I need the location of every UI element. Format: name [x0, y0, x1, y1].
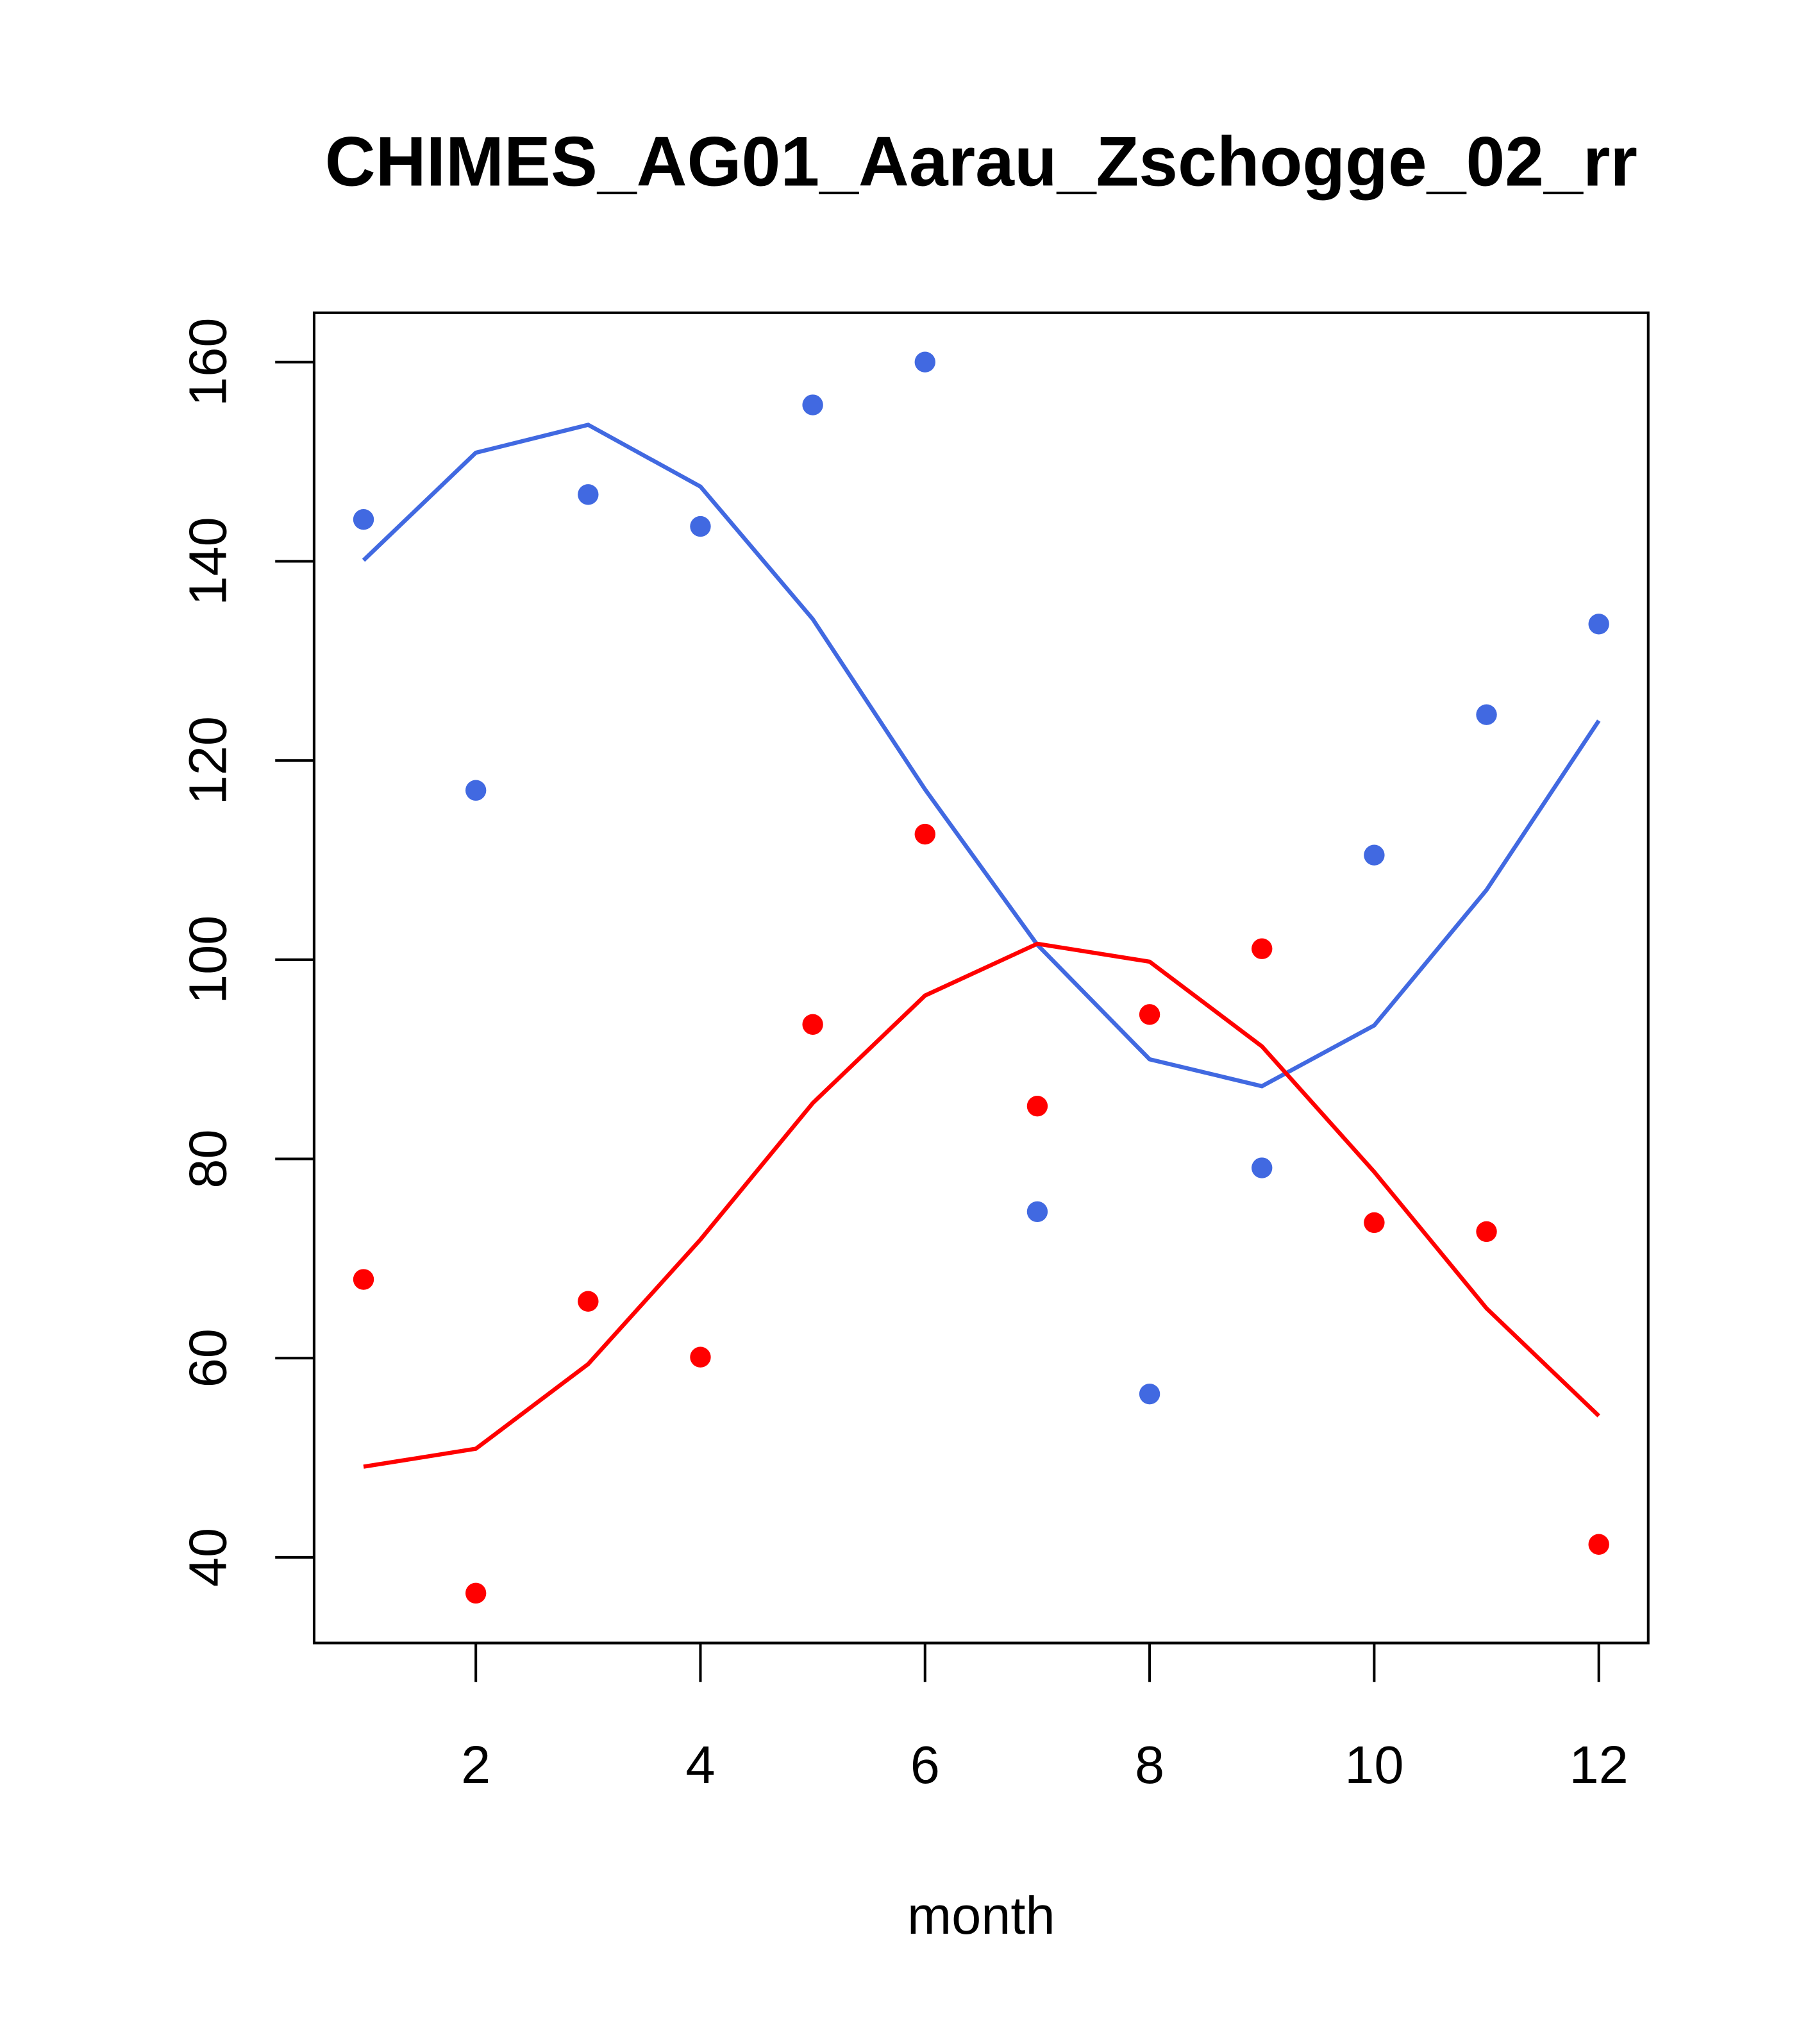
x-tick-label: 4	[685, 1735, 715, 1795]
data-point-2-6	[1026, 1096, 1048, 1117]
data-point-0-0	[353, 508, 374, 530]
data-point-0-2	[578, 484, 599, 505]
data-point-2-8	[1252, 938, 1273, 959]
y-tick-label: 160	[178, 317, 237, 406]
data-point-2-5	[914, 823, 935, 845]
chart-title: CHIMES_AG01_Aarau_Zschogge_02_rr	[325, 122, 1637, 201]
data-point-0-3	[690, 515, 711, 537]
data-point-2-11	[1588, 1534, 1609, 1555]
y-tick-label: 40	[178, 1528, 237, 1587]
plot-marks	[353, 351, 1609, 1604]
data-point-0-11	[1588, 614, 1609, 635]
data-point-0-1	[465, 780, 487, 801]
data-point-2-3	[690, 1346, 711, 1368]
series-line-1	[362, 423, 1601, 1089]
y-tick-label: 140	[178, 517, 237, 605]
data-point-2-0	[353, 1269, 374, 1290]
data-point-2-4	[802, 1014, 823, 1035]
x-axis-label: month	[907, 1886, 1055, 1945]
x-tick-label: 2	[461, 1735, 490, 1795]
data-point-0-8	[1252, 1157, 1273, 1178]
y-tick-label: 100	[178, 916, 237, 1004]
y-tick-label: 60	[178, 1328, 237, 1387]
plot-frame	[312, 311, 1650, 1645]
x-tick-label: 12	[1570, 1735, 1629, 1795]
data-point-0-7	[1139, 1383, 1160, 1405]
axes: 2 4 6 8 10 12 40 60 80 100 120 140 160	[178, 317, 1629, 1795]
data-point-2-10	[1476, 1221, 1497, 1243]
data-point-2-2	[578, 1291, 599, 1312]
x-tick-label: 6	[910, 1735, 940, 1795]
data-point-0-10	[1476, 704, 1497, 725]
series-line-3	[363, 941, 1600, 1469]
x-tick-label: 10	[1344, 1735, 1403, 1795]
data-point-2-9	[1364, 1212, 1385, 1234]
data-point-0-9	[1364, 844, 1385, 866]
x-tick-label: 8	[1135, 1735, 1164, 1795]
data-point-0-4	[802, 394, 823, 415]
data-point-0-6	[1026, 1201, 1048, 1223]
data-point-2-7	[1139, 1004, 1160, 1025]
data-point-0-5	[914, 351, 935, 373]
data-point-2-1	[465, 1582, 487, 1604]
y-tick-label: 80	[178, 1129, 237, 1188]
y-tick-label: 120	[178, 716, 237, 805]
